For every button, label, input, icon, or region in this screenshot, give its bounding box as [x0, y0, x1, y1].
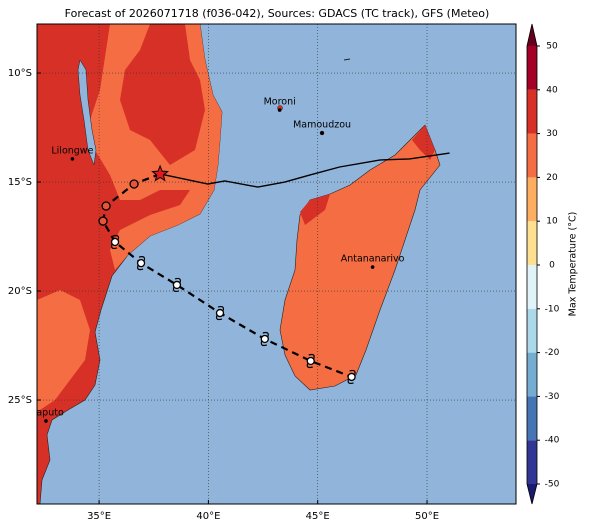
- colorbar-band: [527, 133, 537, 178]
- colorbar-over: [527, 24, 537, 46]
- storm-symbol-arms: [306, 353, 315, 369]
- storm-symbol: [110, 237, 120, 247]
- map-frame: [36, 23, 517, 505]
- madagascar-hot-patch: [300, 194, 330, 225]
- storm-symbol: [136, 258, 146, 268]
- y-tick-label: 20°S: [8, 286, 32, 297]
- colorbar-band: [527, 265, 537, 309]
- storm-symbol-arms: [137, 256, 146, 271]
- colorbar-band: [527, 396, 537, 441]
- colorbar: -50 -40 -30 -20 -10 0 10 20 30 40 50 Max Temperatur…: [526, 23, 579, 505]
- y-tick-label: 10°S: [8, 68, 32, 79]
- track-point: [98, 216, 108, 226]
- storm-symbol-arms: [260, 331, 269, 347]
- colorbar-tick-label: -20: [545, 348, 560, 358]
- storm-position-star: [151, 164, 169, 182]
- storm-symbol: [215, 308, 225, 318]
- colorbar-band: [527, 221, 537, 265]
- x-tick-label: 40°E: [196, 511, 220, 522]
- storm-symbol: [306, 356, 315, 366]
- colorbar-tick-label: 0: [549, 261, 555, 271]
- colorbar-tick-label: 30: [546, 129, 558, 139]
- africa-warm-patch: [37, 290, 90, 410]
- map-area: Moroni Mamoudzou Lilongwe Antananarivo Maput…: [28, 24, 516, 504]
- solid-track: [159, 152, 450, 188]
- madagascar-hot-patch: [412, 125, 435, 160]
- track-point: [129, 179, 139, 189]
- africa-warm-patch: [90, 24, 222, 270]
- y-tick-label: 15°S: [8, 177, 32, 188]
- city-label: Antananarivo: [341, 254, 405, 265]
- storm-symbol-arms: [111, 234, 120, 250]
- storm-symbol: [172, 280, 182, 290]
- colorbar-tick-label: 40: [546, 85, 558, 95]
- storm-symbol-arms: [347, 369, 356, 385]
- x-tick-label: 35°E: [87, 511, 111, 522]
- city-dot: [320, 131, 324, 135]
- madagascar: [279, 124, 441, 391]
- city-dot: [277, 108, 282, 112]
- colorbar-tick-label: 10: [546, 217, 558, 227]
- city-dot: [44, 419, 48, 423]
- storm-symbol: [260, 334, 269, 344]
- y-tick-label: 25°S: [8, 395, 32, 406]
- axes: 35°E 40°E 45°E 50°E 10°S 15°S 20°S 25°S: [8, 68, 439, 522]
- x-tick-label: 50°E: [415, 511, 439, 522]
- colorbar-under: [527, 484, 537, 504]
- storm-symbol: [347, 372, 356, 382]
- colorbar-tick-label: -30: [545, 392, 560, 402]
- chart-title: Forecast of 2026071718 (f036-042), Sourc…: [65, 7, 490, 20]
- colorbar-band: [527, 352, 537, 397]
- colorbar-band: [527, 89, 537, 134]
- colorbar-tick-label: -10: [545, 304, 560, 314]
- city-dot: [70, 157, 75, 161]
- colorbar-band: [527, 177, 537, 222]
- colorbar-tick-label: -40: [545, 436, 560, 446]
- storm-symbol-arms: [172, 277, 181, 293]
- colorbar-label: Max Temperature (°C): [568, 212, 579, 317]
- city-dot: [370, 265, 375, 269]
- track-point: [101, 201, 111, 211]
- city-label: Moroni: [264, 97, 296, 108]
- colorbar-tick-label: -50: [545, 480, 560, 490]
- overlay: Moroni Mamoudzou Lilongwe Antananarivo Maput…: [28, 24, 516, 504]
- colorbar-band: [527, 46, 537, 90]
- africa-land: [37, 24, 223, 504]
- city-label: Lilongwe: [51, 145, 93, 156]
- storm-symbol-arms: [215, 305, 225, 321]
- colorbar-band: [527, 440, 537, 484]
- city-label: Maputo: [28, 407, 64, 418]
- colorbar-tick-label: 20: [546, 173, 558, 183]
- island: [343, 58, 351, 61]
- colorbar-band: [527, 308, 537, 353]
- x-tick-label: 45°E: [306, 511, 330, 522]
- lake-malawi: [77, 59, 97, 166]
- colorbar-tick-label: 50: [546, 42, 558, 52]
- city-label: Mamoudzou: [293, 119, 351, 130]
